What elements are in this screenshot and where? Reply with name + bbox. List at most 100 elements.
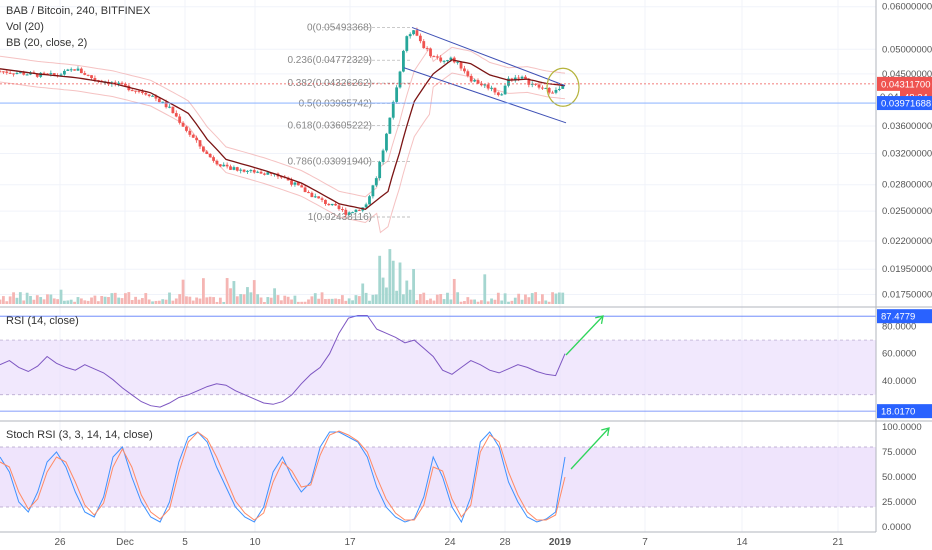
candle-body: [0, 71, 2, 73]
volume-bar: [534, 292, 538, 304]
rsi-level-badge: [877, 404, 932, 419]
candle-body: [473, 80, 476, 82]
volume-bar: [324, 299, 327, 304]
volume-bar: [100, 295, 104, 304]
volume-bar: [541, 294, 544, 304]
candle-body: [79, 68, 83, 74]
price-tick-label: 0.02800000: [882, 180, 932, 191]
channel-upper-trendline[interactable]: [411, 26, 566, 87]
volume-bar: [473, 299, 476, 304]
price-axis[interactable]: 0.06000000 0.05000000 0.04500000 0.03600000…: [882, 2, 932, 301]
volume-bar: [93, 295, 97, 304]
volume-bar: [446, 292, 449, 304]
volume-bar: [364, 292, 368, 304]
volume-bar: [388, 249, 392, 304]
arrow-shaft: [565, 315, 604, 356]
candle-body: [388, 117, 392, 134]
fib-level-label: 1(0.02438116): [308, 212, 372, 223]
volume-bar: [347, 298, 351, 304]
candle-body: [524, 76, 527, 79]
rsi-up-arrow[interactable]: [565, 315, 604, 356]
volume-bar: [469, 299, 473, 304]
volume-bar: [290, 299, 293, 304]
volume-bar: [174, 298, 178, 304]
candle-body: [374, 178, 378, 186]
rsi-pane[interactable]: [0, 315, 876, 412]
volume-bar: [286, 296, 290, 304]
candle-body: [171, 106, 175, 114]
candle-body: [500, 94, 504, 96]
volume-bar: [300, 301, 304, 304]
volume-bar: [412, 268, 415, 304]
volume-bar: [476, 301, 480, 304]
bb-basis-line: [0, 59, 566, 211]
candle-body: [442, 60, 446, 62]
rsi-legend[interactable]: RSI (14, close): [6, 315, 79, 327]
volume-bar: [59, 289, 63, 304]
volume-bar: [547, 301, 551, 304]
candle-body: [25, 74, 29, 76]
volume-bar: [86, 300, 90, 304]
circle-annotation[interactable]: [546, 67, 580, 107]
candle-body: [313, 196, 317, 198]
volume-legend[interactable]: Vol (20): [6, 21, 44, 33]
candle-body: [368, 196, 371, 205]
volume-bar: [269, 297, 273, 304]
symbol-legend[interactable]: BAB / Bitcoin, 240, BITFINEX: [6, 5, 151, 17]
candle-body: [534, 83, 538, 85]
stoch-legend[interactable]: Stoch RSI (3, 3, 14, 14, close): [6, 429, 153, 441]
candle-body: [147, 94, 151, 96]
candle-body: [73, 69, 76, 71]
volume-bar: [561, 292, 565, 304]
channel-lower-trendline[interactable]: [403, 67, 567, 124]
candle-body: [402, 50, 405, 72]
stoch-axis[interactable]: 100.0000 75.0000 50.0000 25.0000 0.0000: [882, 422, 922, 533]
time-tick-label: 26: [54, 537, 66, 548]
volume-bar: [368, 300, 371, 304]
volume-bar: [120, 298, 124, 304]
volume-bar: [246, 287, 249, 304]
rsi-tick-label: 80.0000: [882, 321, 916, 332]
volume-bar: [83, 300, 87, 304]
volume-bar: [110, 293, 114, 304]
time-tick-label: 21: [832, 537, 844, 548]
price-pane[interactable]: 0(0.05493368)0.236(0.04772329)0.382(0.04…: [0, 22, 876, 304]
volume-bar: [188, 296, 192, 304]
volume-bar: [307, 299, 310, 304]
candle-body: [496, 92, 500, 96]
candle-body: [530, 83, 534, 85]
stoch-rsi-pane[interactable]: [0, 427, 876, 524]
candle-body: [418, 35, 422, 42]
candle-body: [310, 192, 314, 198]
candle-body: [293, 182, 297, 185]
price-tick-label: 0.05000000: [882, 44, 932, 55]
time-axis[interactable]: 26 Dec 5 10 17 24 28 2019 7 14 21: [54, 537, 844, 548]
bb-legend[interactable]: BB (20, close, 2): [6, 37, 87, 49]
volume-bar: [303, 301, 307, 304]
price-tick-label: 0.03600000: [882, 121, 932, 132]
candle-body: [222, 164, 226, 167]
stoch-tick-label: 25.0000: [882, 497, 916, 508]
candle-body: [330, 203, 334, 206]
volume-bar: [402, 294, 405, 304]
stoch-tick-label: 75.0000: [882, 447, 916, 458]
candle-body: [235, 167, 239, 171]
price-tick-label: 0.02500000: [882, 206, 932, 217]
volume-bar: [8, 296, 12, 304]
volume-bar: [493, 299, 497, 304]
candle-body: [408, 34, 412, 37]
fib-level-label: 0(0.05493368): [307, 22, 372, 33]
stoch-tick-label: 0.0000: [882, 522, 911, 533]
candle-body: [137, 90, 141, 92]
volume-bar: [340, 295, 344, 304]
volume-bar: [140, 298, 144, 304]
candle-body: [476, 80, 480, 84]
volume-bar: [127, 292, 131, 304]
stoch-up-arrow[interactable]: [570, 427, 610, 470]
volume-bar: [5, 301, 9, 304]
candle-body: [8, 72, 12, 74]
rsi-axis[interactable]: 80.0000 60.0000 40.0000 87.4779 18.0170: [877, 309, 932, 419]
candle-body: [263, 173, 266, 175]
candle-body: [279, 176, 283, 178]
